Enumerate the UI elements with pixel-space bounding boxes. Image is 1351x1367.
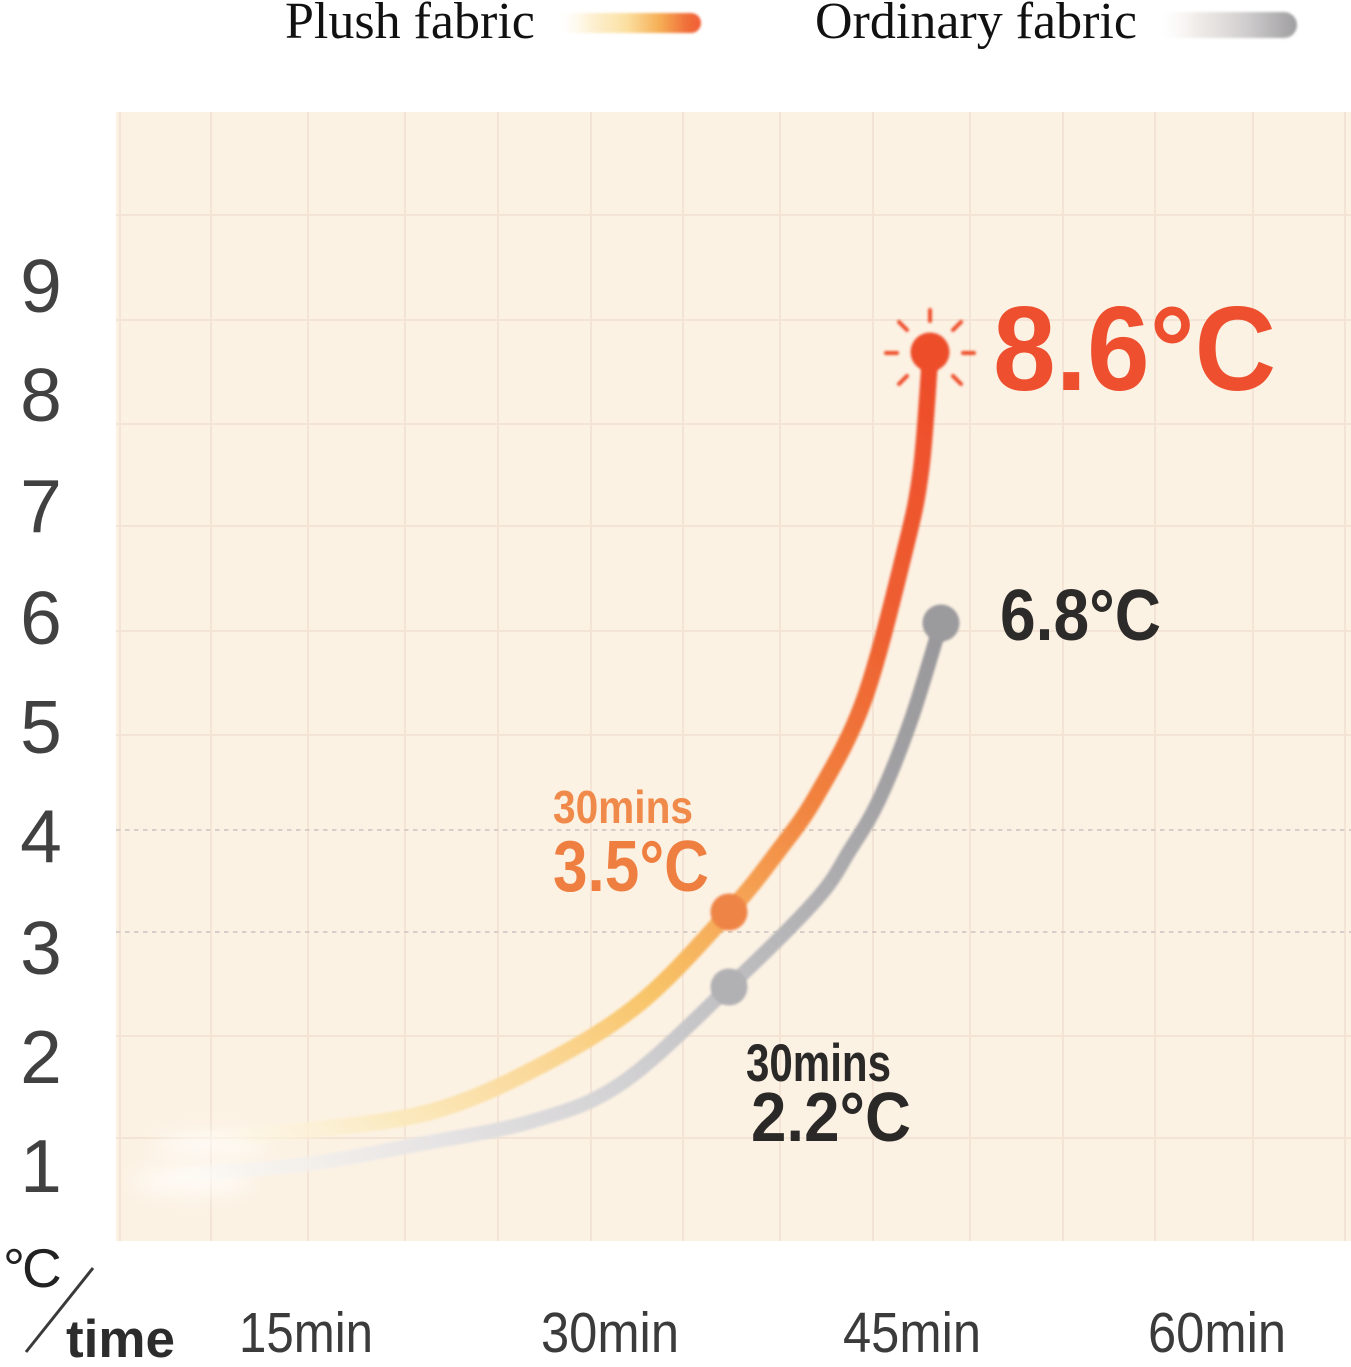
svg-text:2: 2 [20, 1015, 62, 1099]
svg-text:time: time [66, 1310, 175, 1362]
svg-text:30mins: 30mins [553, 781, 693, 833]
svg-text:Ordinary fabric: Ordinary fabric [815, 0, 1137, 50]
svg-text:45min: 45min [843, 1301, 981, 1362]
svg-text:8.6°C: 8.6°C [993, 282, 1276, 416]
svg-text:°C: °C [3, 1237, 60, 1299]
svg-text:Plush fabric: Plush fabric [285, 0, 535, 50]
svg-text:7: 7 [20, 464, 62, 548]
svg-text:1: 1 [20, 1124, 62, 1208]
svg-text:6: 6 [20, 576, 62, 660]
svg-text:2.2°C: 2.2°C [751, 1078, 911, 1156]
svg-text:15min: 15min [239, 1301, 373, 1362]
svg-text:8: 8 [20, 353, 62, 437]
svg-text:5: 5 [20, 685, 62, 769]
svg-text:30min: 30min [541, 1301, 679, 1362]
svg-text:4: 4 [20, 794, 62, 878]
svg-text:60min: 60min [1148, 1301, 1286, 1362]
svg-text:6.8°C: 6.8°C [1000, 576, 1161, 656]
svg-text:3: 3 [20, 906, 62, 990]
svg-text:9: 9 [20, 244, 62, 328]
svg-text:3.5°C: 3.5°C [553, 827, 709, 907]
svg-text:30mins: 30mins [746, 1034, 891, 1093]
